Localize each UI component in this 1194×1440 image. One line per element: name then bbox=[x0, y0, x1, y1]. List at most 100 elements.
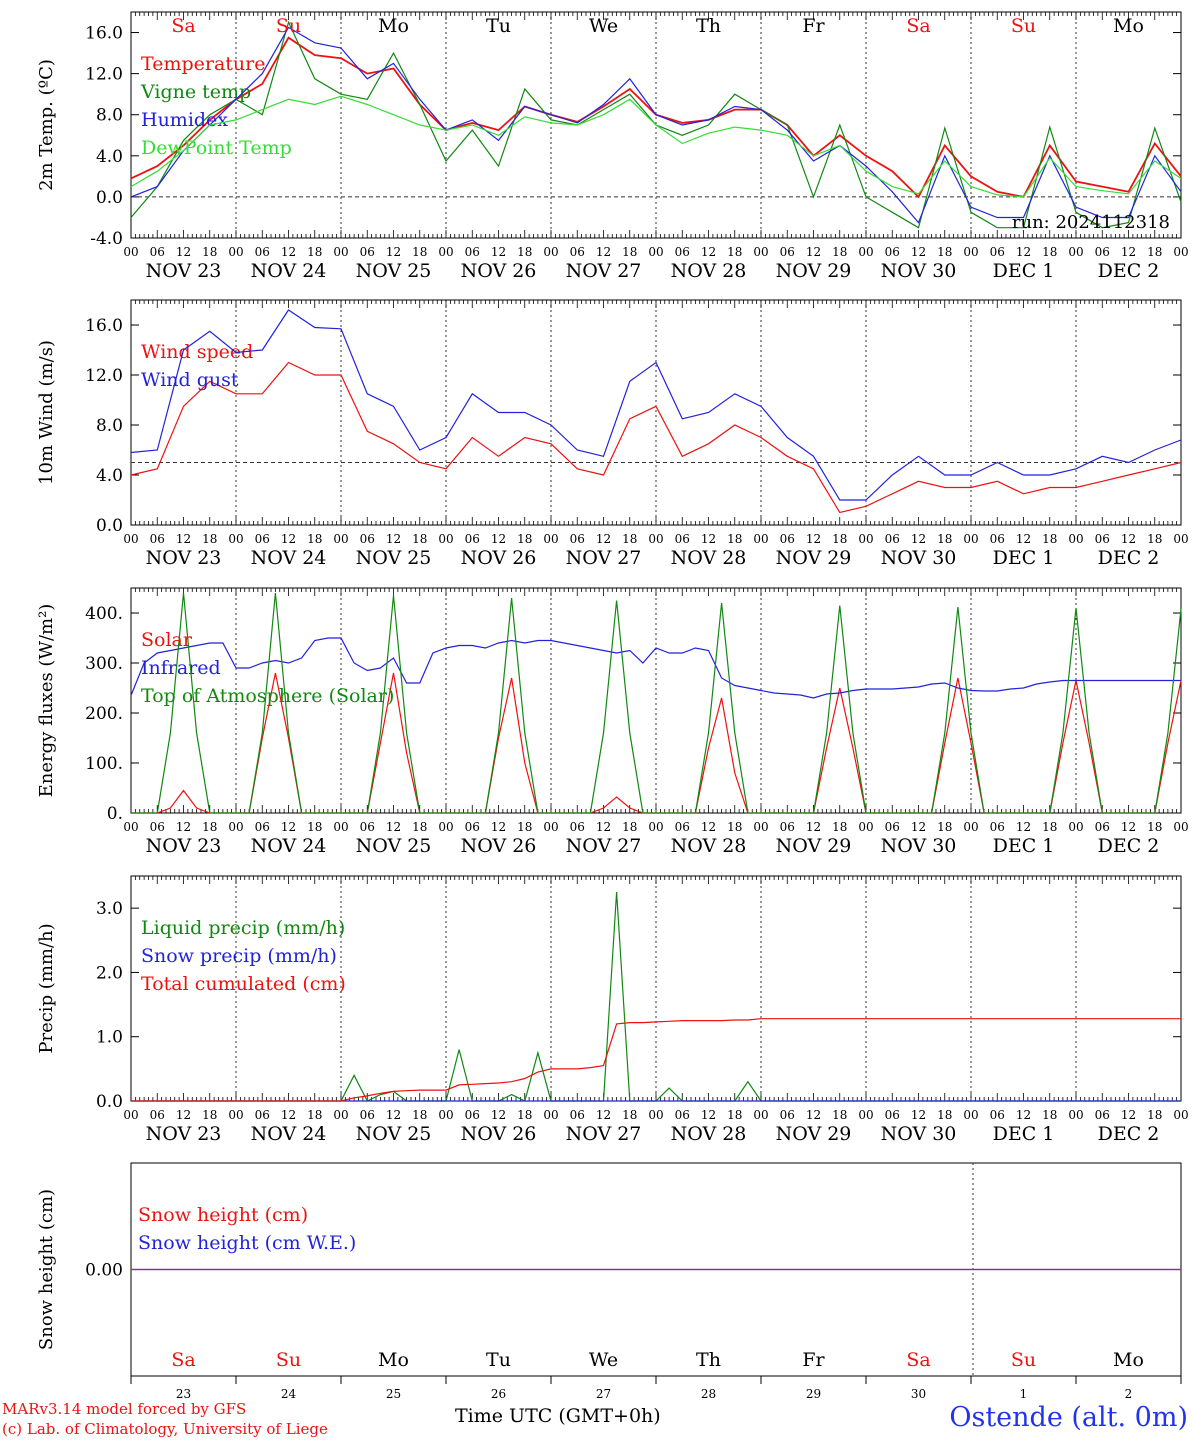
precip-hour-label: 18 bbox=[517, 1108, 532, 1122]
day-number-label: 1 bbox=[1020, 1387, 1028, 1401]
energy-hour-label: 06 bbox=[1095, 820, 1110, 834]
wind-date-label: NOV 23 bbox=[146, 547, 222, 569]
energy-hour-label: 18 bbox=[937, 820, 952, 834]
temp-hour-label: 06 bbox=[990, 245, 1005, 259]
wind-hour-label: 06 bbox=[885, 532, 900, 546]
weekday-top-label: Sa bbox=[171, 15, 195, 37]
temp-hour-label: 06 bbox=[465, 245, 480, 259]
wind-legend-0: Wind speed bbox=[141, 341, 253, 363]
weekday-top-label: Mo bbox=[1113, 15, 1144, 37]
temp-hour-label: 06 bbox=[675, 245, 690, 259]
energy-hour-label: 18 bbox=[622, 820, 637, 834]
precip-hour-label: 00 bbox=[963, 1108, 978, 1122]
energy-y-tick-label: 200. bbox=[85, 704, 123, 724]
wind-hour-label: 06 bbox=[1095, 532, 1110, 546]
day-number-label: 28 bbox=[701, 1387, 716, 1401]
wind-hour-label: 12 bbox=[1121, 532, 1136, 546]
precip-hour-label: 00 bbox=[1173, 1108, 1188, 1122]
precip-hour-label: 00 bbox=[228, 1108, 243, 1122]
temp-y-tick-label: 8.0 bbox=[96, 106, 123, 126]
precip-hour-label: 12 bbox=[1121, 1108, 1136, 1122]
weekday-top-label: We bbox=[589, 15, 618, 37]
energy-hour-label: 00 bbox=[648, 820, 663, 834]
precip-hour-label: 00 bbox=[123, 1108, 138, 1122]
energy-hour-label: 12 bbox=[491, 820, 506, 834]
temp-series-3 bbox=[130, 95, 1182, 198]
precip-hour-label: 00 bbox=[858, 1108, 873, 1122]
precip-hour-label: 06 bbox=[570, 1108, 585, 1122]
energy-hour-label: 06 bbox=[990, 820, 1005, 834]
precip-legend-0: Liquid precip (mm/h) bbox=[141, 917, 345, 939]
wind-y-tick-label: 0.0 bbox=[96, 516, 123, 536]
temp-hour-label: 06 bbox=[885, 245, 900, 259]
energy-hour-label: 06 bbox=[570, 820, 585, 834]
precip-hour-label: 18 bbox=[937, 1108, 952, 1122]
energy-hour-label: 12 bbox=[281, 820, 296, 834]
wind-hour-label: 00 bbox=[228, 532, 243, 546]
wind-hour-label: 06 bbox=[360, 532, 375, 546]
energy-date-label: NOV 24 bbox=[251, 835, 327, 857]
energy-series-1 bbox=[130, 637, 1181, 699]
temp-hour-label: 06 bbox=[150, 245, 165, 259]
precip-y-tick-label: 0.0 bbox=[96, 1092, 123, 1112]
lab-credit: (c) Lab. of Climatology, University of L… bbox=[2, 1420, 328, 1438]
precip-date-label: NOV 30 bbox=[881, 1123, 957, 1145]
day-number-label: 27 bbox=[596, 1387, 611, 1401]
energy-hour-label: 18 bbox=[202, 820, 217, 834]
precip-hour-label: 18 bbox=[832, 1108, 847, 1122]
temp-legend-1: Vigne temp bbox=[140, 81, 251, 103]
precip-hour-label: 12 bbox=[806, 1108, 821, 1122]
temp-hour-label: 00 bbox=[1173, 245, 1188, 259]
wind-hour-label: 06 bbox=[675, 532, 690, 546]
energy-legend-1: Infrared bbox=[141, 657, 221, 679]
precip-hour-label: 06 bbox=[990, 1108, 1005, 1122]
wind-hour-label: 00 bbox=[858, 532, 873, 546]
wind-date-label: NOV 26 bbox=[461, 547, 537, 569]
wind-hour-label: 00 bbox=[753, 532, 768, 546]
precip-date-label: NOV 23 bbox=[146, 1123, 222, 1145]
temp-date-label: NOV 30 bbox=[881, 260, 957, 282]
precip-date-label: DEC 1 bbox=[993, 1123, 1055, 1145]
energy-hour-label: 12 bbox=[806, 820, 821, 834]
temp-hour-label: 18 bbox=[622, 245, 637, 259]
precip-hour-label: 12 bbox=[911, 1108, 926, 1122]
temp-hour-label: 12 bbox=[911, 245, 926, 259]
temp-hour-label: 18 bbox=[517, 245, 532, 259]
temp-hour-label: 18 bbox=[1042, 245, 1057, 259]
wind-hour-label: 00 bbox=[438, 532, 453, 546]
precip-hour-label: 06 bbox=[1095, 1108, 1110, 1122]
energy-hour-label: 18 bbox=[517, 820, 532, 834]
weekday-top-label: Mo bbox=[378, 15, 409, 37]
day-number-label: 24 bbox=[281, 1387, 297, 1401]
precip-date-label: NOV 24 bbox=[251, 1123, 327, 1145]
energy-date-label: NOV 23 bbox=[146, 835, 222, 857]
precip-legend-2: Total cumulated (cm) bbox=[141, 973, 346, 995]
energy-hour-label: 00 bbox=[858, 820, 873, 834]
energy-y-tick-label: 100. bbox=[85, 754, 123, 774]
temp-hour-label: 12 bbox=[386, 245, 401, 259]
energy-hour-label: 00 bbox=[543, 820, 558, 834]
wind-hour-label: 06 bbox=[990, 532, 1005, 546]
temp-hour-label: 18 bbox=[307, 245, 322, 259]
wind-y-tick-label: 4.0 bbox=[96, 466, 123, 486]
energy-series-2 bbox=[131, 592, 1182, 814]
wind-date-label: NOV 30 bbox=[881, 547, 957, 569]
temp-y-tick-label: 0.0 bbox=[96, 188, 123, 208]
wind-hour-label: 18 bbox=[832, 532, 847, 546]
precip-legend-1: Snow precip (mm/h) bbox=[141, 945, 337, 967]
precip-hour-label: 18 bbox=[307, 1108, 322, 1122]
temp-y-tick-label: -4.0 bbox=[90, 229, 123, 249]
precip-hour-label: 00 bbox=[333, 1108, 348, 1122]
temp-legend-3: DewPoint Temp bbox=[141, 137, 292, 159]
precip-hour-label: 18 bbox=[1042, 1108, 1057, 1122]
temp-hour-label: 00 bbox=[858, 245, 873, 259]
snow-y-axis-title: Snow height (cm) bbox=[36, 1189, 57, 1350]
precip-y-axis-title: Precip (mm/h) bbox=[36, 923, 57, 1053]
energy-date-label: NOV 28 bbox=[671, 835, 747, 857]
temp-hour-label: 06 bbox=[360, 245, 375, 259]
wind-hour-label: 06 bbox=[780, 532, 795, 546]
precip-hour-label: 12 bbox=[281, 1108, 296, 1122]
wind-hour-label: 18 bbox=[1042, 532, 1057, 546]
temp-legend-0: Temperature bbox=[141, 53, 265, 75]
temp-hour-label: 00 bbox=[438, 245, 453, 259]
